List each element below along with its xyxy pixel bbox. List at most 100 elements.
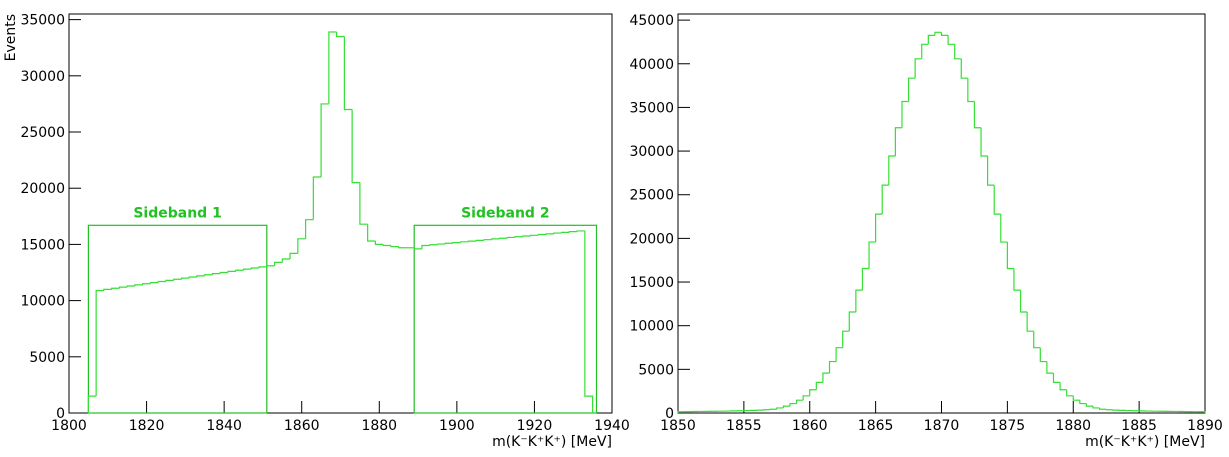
x-tick-label: 1875 <box>990 418 1026 434</box>
histogram-bin <box>436 243 446 245</box>
y-tick-label: 0 <box>56 406 65 422</box>
histogram-bin <box>289 252 298 260</box>
histogram-bin <box>514 236 523 238</box>
histogram-bin <box>881 184 889 215</box>
histogram-bin <box>1013 268 1021 291</box>
histogram-bin <box>888 155 896 186</box>
histogram-bin <box>188 276 197 279</box>
histogram-bin <box>374 241 384 246</box>
histogram-bin <box>1085 403 1094 407</box>
histogram-bin <box>390 245 399 248</box>
histogram-bin <box>126 285 135 288</box>
histogram-bin <box>828 360 837 374</box>
y-tick-label: 10000 <box>20 294 65 310</box>
histogram-bin <box>211 273 221 275</box>
histogram-bin <box>483 239 492 241</box>
histogram-bin <box>1099 407 1107 410</box>
histogram-bin <box>848 311 856 332</box>
histogram-bin <box>467 240 477 242</box>
x-tick-label: 1890 <box>1187 418 1223 434</box>
histogram-bin <box>134 284 143 286</box>
histogram-bin <box>1052 373 1061 383</box>
histogram-bin <box>529 234 539 236</box>
histogram-bin <box>196 275 205 278</box>
y-tick-label: 5000 <box>29 350 65 366</box>
histogram-bin <box>219 271 229 274</box>
histogram-bin <box>320 103 329 177</box>
histogram-bin <box>560 231 570 234</box>
y-tick-label: 40000 <box>629 57 674 73</box>
histogram-bin <box>842 330 850 348</box>
histogram-bin <box>522 235 531 237</box>
histogram-bin <box>297 238 306 254</box>
histogram-bin <box>328 31 337 104</box>
histogram-bin <box>1039 347 1047 363</box>
histogram-bin <box>281 258 291 263</box>
histogram-bin <box>165 279 174 282</box>
histogram-bin <box>421 244 430 249</box>
histogram-bin <box>1006 242 1014 270</box>
histogram-bin <box>452 242 461 244</box>
histogram-bin <box>336 31 345 38</box>
histogram-bin <box>855 289 863 312</box>
histogram-bin <box>1092 406 1100 409</box>
histogram-bin <box>861 267 870 291</box>
histogram-bin <box>304 219 314 239</box>
histogram-bin <box>901 100 909 128</box>
histogram-bin <box>118 286 128 289</box>
histogram-bin <box>351 109 360 184</box>
x-tick-label: 1920 <box>517 418 553 434</box>
x-tick-label: 1840 <box>206 418 242 434</box>
histogram-bin <box>1072 395 1080 401</box>
y-tick-label: 30000 <box>629 144 674 160</box>
histogram-bin <box>940 32 949 36</box>
histogram-bin <box>537 233 547 236</box>
histogram-bin <box>980 127 988 157</box>
histogram-bin <box>204 274 213 276</box>
histogram-bin <box>491 238 500 240</box>
x-tick-label: 1855 <box>726 418 762 434</box>
histogram-bin <box>789 402 797 407</box>
histogram-bin <box>875 213 883 243</box>
histogram-bin <box>677 411 685 413</box>
histogram-bin <box>367 224 376 242</box>
x-tick-label: 1885 <box>1121 418 1157 434</box>
histogram-bin <box>149 282 159 284</box>
histogram-bin <box>157 280 166 283</box>
histogram-bin <box>413 247 422 250</box>
histogram-bin <box>475 239 485 242</box>
y-tick-label: 45000 <box>629 13 674 29</box>
histogram-bin <box>273 261 283 266</box>
histogram-bin <box>782 405 790 408</box>
histogram-bin <box>429 244 438 246</box>
histogram-bin <box>993 185 1001 215</box>
histogram-bin <box>576 230 585 232</box>
x-axis-title: m(K⁻K⁺K⁺) [MeV] <box>492 434 612 450</box>
sideband-box <box>87 224 268 414</box>
histogram-bin <box>250 267 260 270</box>
histogram-bin <box>1105 409 1113 411</box>
histogram-bin <box>312 176 322 220</box>
histogram-bin <box>266 265 275 267</box>
histogram-bin <box>1046 361 1054 374</box>
y-axis-title: Events <box>3 14 19 61</box>
x-tick-label: 1870 <box>924 418 960 434</box>
x-tick-label: 1860 <box>284 418 320 434</box>
plot-frame <box>677 13 1206 414</box>
histogram-bin <box>382 244 391 247</box>
x-axis-title: m(K⁻K⁺K⁺) [MeV] <box>1085 434 1205 450</box>
histogram-bin <box>227 270 236 273</box>
histogram-bin <box>343 36 353 111</box>
histogram-bin <box>822 372 830 383</box>
histogram-bin <box>954 44 962 60</box>
histogram-bin <box>1066 389 1074 397</box>
histogram-bin <box>1000 214 1008 243</box>
histogram-bin <box>180 277 190 280</box>
y-tick-label: 20000 <box>629 231 674 247</box>
histogram-bin <box>95 289 104 397</box>
histogram-bin <box>460 241 469 243</box>
histogram-bin <box>802 395 810 401</box>
x-tick-label: 1940 <box>594 418 630 434</box>
